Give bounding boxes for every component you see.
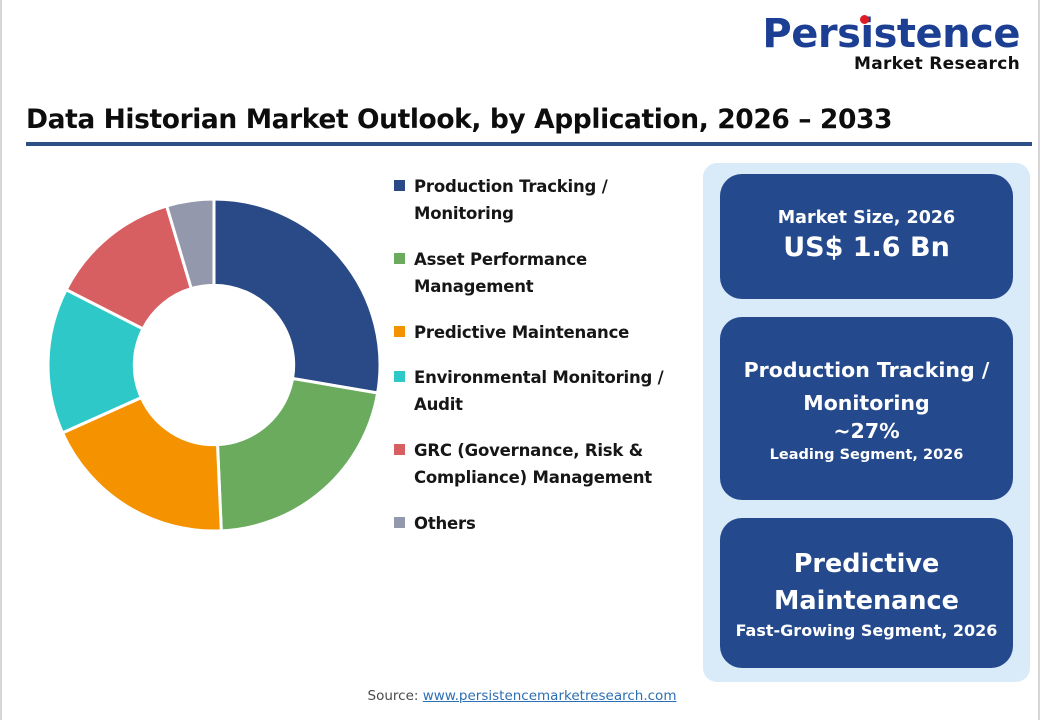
fast-growing-name-line2: Maintenance	[774, 585, 959, 616]
legend-swatch-icon	[394, 325, 405, 337]
legend-swatch-icon	[394, 444, 405, 456]
source-label: Source:	[367, 688, 423, 704]
legend-item[interactable]: Predictive Maintenance	[394, 320, 694, 347]
legend-item-label: GRC (Governance, Risk & Compliance) Mana…	[414, 441, 652, 488]
legend-item[interactable]: Environmental Monitoring / Audit	[394, 365, 694, 419]
legend-item[interactable]: Asset Performance Management	[394, 247, 694, 301]
leading-segment-card: Production Tracking / Monitoring ~27% Le…	[720, 317, 1013, 500]
legend-item-label: Predictive Maintenance	[414, 322, 630, 342]
chart-legend: Production Tracking / Monitoring Asset Pe…	[394, 174, 694, 557]
market-size-card: Market Size, 2026 US$ 1.6 Bn	[720, 174, 1013, 299]
leading-segment-note: Leading Segment, 2026	[769, 446, 964, 463]
donut-chart-svg	[46, 197, 382, 533]
leading-segment-name-line2: Monitoring	[803, 390, 930, 415]
donut-slice[interactable]	[60, 395, 223, 533]
source-link[interactable]: www.persistencemarketresearch.com	[422, 688, 677, 704]
source-footer: Source: www.persistencemarketresearch.co…	[2, 688, 1040, 704]
fast-growing-note: Fast-Growing Segment, 2026	[735, 620, 998, 640]
highlights-panel: Market Size, 2026 US$ 1.6 Bn Production …	[703, 163, 1030, 682]
brand-name: Persistence	[762, 11, 1020, 57]
leading-segment-name-line1: Production Tracking /	[743, 358, 990, 383]
legend-item-label: Environmental Monitoring / Audit	[414, 368, 664, 415]
donut-chart	[46, 197, 382, 533]
legend-swatch-icon	[394, 517, 405, 529]
fast-growing-name-line1: Predictive	[793, 549, 940, 580]
fast-growing-segment-card: Predictive Maintenance Fast-Growing Segm…	[720, 518, 1013, 668]
legend-item[interactable]: Production Tracking / Monitoring	[394, 174, 694, 228]
legend-swatch-icon	[394, 371, 405, 383]
legend-item[interactable]: GRC (Governance, Risk & Compliance) Mana…	[394, 438, 694, 492]
leading-segment-percent: ~27%	[833, 419, 900, 444]
legend-swatch-icon	[394, 252, 405, 264]
legend-item-label: Production Tracking / Monitoring	[414, 177, 608, 223]
legend-item-label: Others	[414, 514, 476, 534]
legend-swatch-icon	[394, 180, 405, 191]
market-size-label: Market Size, 2026	[777, 207, 956, 228]
donut-slice[interactable]	[164, 197, 216, 291]
brand-dot-icon	[860, 15, 870, 24]
donut-slice[interactable]	[212, 197, 382, 395]
market-size-value: US$ 1.6 Bn	[783, 232, 950, 264]
title-block: Data Historian Market Outlook, by Applic…	[26, 104, 1034, 146]
page-title: Data Historian Market Outlook, by Applic…	[26, 104, 893, 135]
legend-item-label: Asset Performance Management	[414, 249, 587, 296]
legend-item[interactable]: Others	[394, 511, 694, 538]
donut-slice[interactable]	[215, 376, 380, 533]
brand-logo: Persistence Market Research	[762, 14, 1020, 73]
title-divider	[26, 142, 1032, 146]
brand-tagline: Market Research	[854, 54, 1020, 74]
